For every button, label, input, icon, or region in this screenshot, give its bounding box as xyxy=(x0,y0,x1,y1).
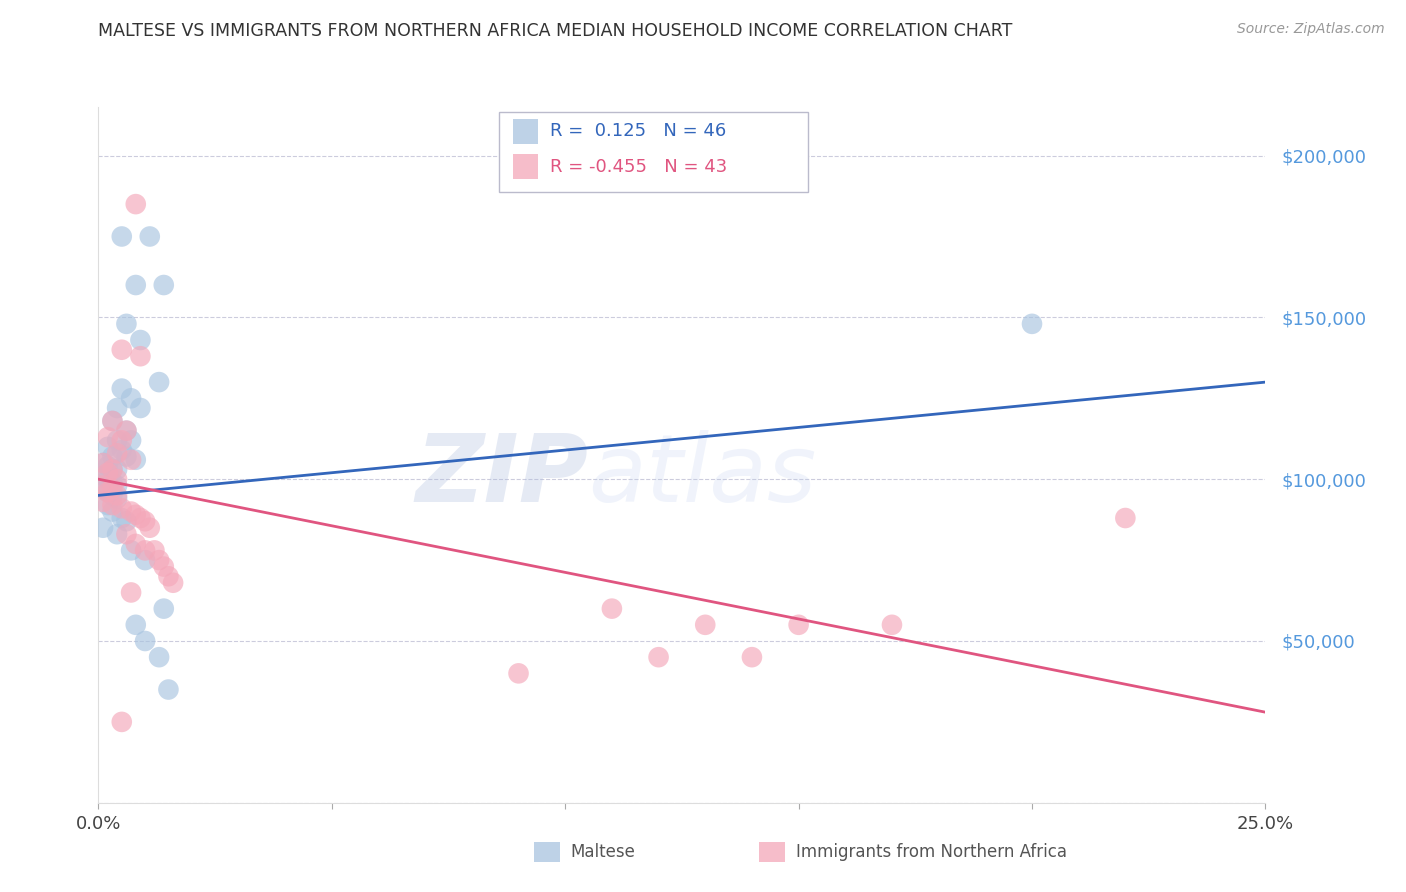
Point xyxy=(125,617,148,632)
Point xyxy=(148,553,170,567)
Point xyxy=(125,452,148,467)
Point xyxy=(157,682,180,697)
Point xyxy=(101,488,124,502)
Point xyxy=(148,375,170,389)
Text: Immigrants from Northern Africa: Immigrants from Northern Africa xyxy=(796,843,1067,861)
Point xyxy=(115,514,138,528)
Point xyxy=(125,508,148,522)
Point xyxy=(157,569,180,583)
Point xyxy=(741,650,763,665)
Point xyxy=(105,401,128,415)
Point xyxy=(111,343,134,357)
Point xyxy=(1021,317,1043,331)
Point xyxy=(120,434,142,448)
Point xyxy=(134,634,156,648)
Point xyxy=(139,521,162,535)
Point xyxy=(115,450,138,464)
Point xyxy=(152,278,174,293)
Text: MALTESE VS IMMIGRANTS FROM NORTHERN AFRICA MEDIAN HOUSEHOLD INCOME CORRELATION C: MALTESE VS IMMIGRANTS FROM NORTHERN AFRI… xyxy=(98,22,1012,40)
Point xyxy=(91,482,114,496)
Point xyxy=(101,482,124,496)
Point xyxy=(111,511,134,525)
Point xyxy=(91,521,114,535)
Point xyxy=(1114,511,1136,525)
Point xyxy=(600,601,623,615)
Point xyxy=(97,485,120,500)
Point xyxy=(120,392,142,406)
Text: Source: ZipAtlas.com: Source: ZipAtlas.com xyxy=(1237,22,1385,37)
Text: atlas: atlas xyxy=(589,430,817,521)
Text: R =  0.125   N = 46: R = 0.125 N = 46 xyxy=(550,122,725,140)
Point xyxy=(134,553,156,567)
Point xyxy=(120,585,142,599)
Point xyxy=(120,452,142,467)
Point xyxy=(91,478,114,492)
Point xyxy=(508,666,530,681)
Point xyxy=(125,278,148,293)
Point xyxy=(97,485,120,500)
Point xyxy=(91,495,114,509)
Text: ZIP: ZIP xyxy=(416,430,589,522)
Point xyxy=(105,488,128,502)
Point xyxy=(111,443,134,458)
Point xyxy=(125,537,148,551)
Point xyxy=(101,475,124,490)
Point xyxy=(152,601,174,615)
Point xyxy=(105,434,128,448)
Point xyxy=(101,414,124,428)
Point xyxy=(787,617,810,632)
Point xyxy=(91,456,114,470)
Point xyxy=(139,229,162,244)
Text: Maltese: Maltese xyxy=(571,843,636,861)
Point xyxy=(162,575,184,590)
Point xyxy=(105,462,128,476)
Point xyxy=(129,511,152,525)
Point xyxy=(115,317,138,331)
Point xyxy=(134,514,156,528)
Point xyxy=(120,543,142,558)
Point xyxy=(129,349,152,363)
Point xyxy=(129,401,152,415)
Text: R = -0.455   N = 43: R = -0.455 N = 43 xyxy=(550,158,727,176)
Point xyxy=(97,440,120,454)
Point xyxy=(148,650,170,665)
Point xyxy=(97,472,120,486)
Point xyxy=(115,424,138,438)
Point xyxy=(97,466,120,480)
Point xyxy=(129,333,152,347)
Point xyxy=(97,459,120,474)
Point xyxy=(880,617,903,632)
Point xyxy=(105,491,128,506)
Point xyxy=(647,650,669,665)
Point xyxy=(143,543,166,558)
Point xyxy=(120,504,142,518)
Point xyxy=(101,462,124,476)
Point xyxy=(105,446,128,460)
Point xyxy=(111,382,134,396)
Point xyxy=(101,414,124,428)
Point xyxy=(101,498,124,512)
Point xyxy=(105,478,128,492)
Point xyxy=(115,424,138,438)
Point xyxy=(101,462,124,476)
Point xyxy=(115,527,138,541)
Point xyxy=(134,543,156,558)
Point xyxy=(105,472,128,486)
Point xyxy=(111,501,134,516)
Point xyxy=(97,498,120,512)
Point xyxy=(105,527,128,541)
Point xyxy=(91,456,114,470)
Point xyxy=(152,559,174,574)
Point xyxy=(101,450,124,464)
Point xyxy=(97,430,120,444)
Point xyxy=(111,434,134,448)
Point xyxy=(91,469,114,483)
Point xyxy=(125,197,148,211)
Point xyxy=(101,504,124,518)
Point xyxy=(111,714,134,729)
Point xyxy=(695,617,717,632)
Point xyxy=(111,229,134,244)
